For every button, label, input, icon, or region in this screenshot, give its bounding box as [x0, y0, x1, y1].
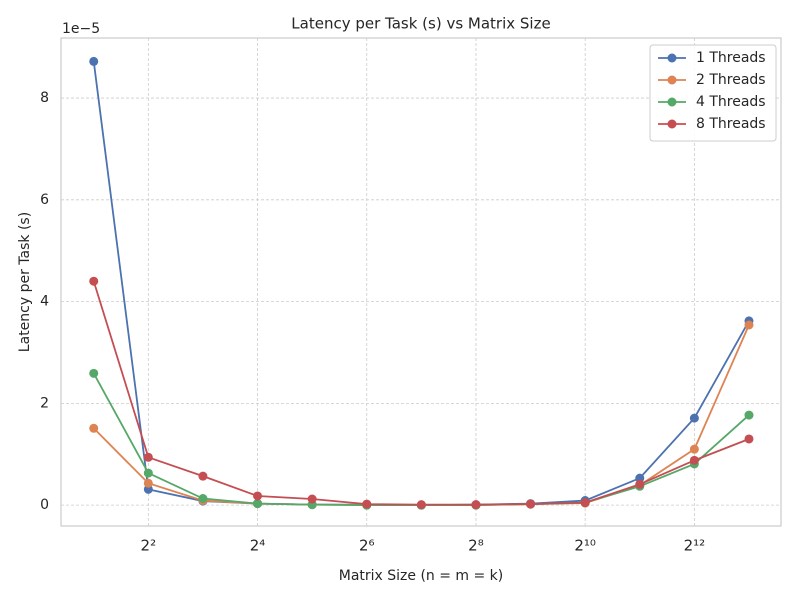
- data-point: [253, 491, 263, 501]
- data-point: [635, 479, 645, 489]
- data-point: [526, 499, 536, 509]
- legend-label: 8 Threads: [696, 116, 766, 132]
- legend-box: [649, 44, 777, 142]
- x-tick-label: 2⁶: [359, 537, 375, 555]
- data-point: [689, 455, 699, 465]
- y-axis-label: Latency per Task (s): [17, 212, 33, 352]
- x-tick-label: 2¹⁰: [574, 537, 596, 555]
- data-point: [198, 494, 208, 504]
- data-point: [253, 499, 263, 509]
- y-tick-label: 4: [40, 294, 49, 310]
- data-point: [689, 444, 699, 454]
- data-point: [744, 434, 754, 444]
- y-tick-label: 6: [40, 192, 49, 208]
- data-point: [143, 452, 153, 462]
- data-point: [143, 478, 153, 488]
- data-point: [89, 423, 99, 433]
- axes-frame: [60, 37, 782, 527]
- data-point: [744, 320, 754, 330]
- data-point: [416, 500, 426, 510]
- data-point: [143, 468, 153, 478]
- legend-label: 1 Threads: [696, 50, 766, 66]
- chart-title: Latency per Task (s) vs Matrix Size: [291, 15, 550, 33]
- legend-label: 4 Threads: [696, 94, 766, 110]
- x-tick-label: 2²: [141, 537, 157, 555]
- x-tick-label: 2¹²: [684, 537, 706, 555]
- x-axis-label: Matrix Size (n = m = k): [339, 568, 504, 584]
- y-tick-label: 8: [40, 90, 49, 106]
- legend-marker: [667, 75, 677, 85]
- y-offset-label: 1e−5: [62, 21, 100, 37]
- data-point: [689, 413, 699, 423]
- data-point: [580, 498, 590, 508]
- data-point: [198, 471, 208, 481]
- legend-label: 2 Threads: [696, 72, 766, 88]
- data-point: [744, 410, 754, 420]
- legend-marker: [667, 53, 677, 63]
- legend-marker: [667, 97, 677, 107]
- data-point: [307, 494, 317, 504]
- data-point: [89, 368, 99, 378]
- legend-marker: [667, 119, 677, 129]
- data-point: [89, 56, 99, 66]
- data-point: [89, 276, 99, 286]
- data-point: [362, 499, 372, 509]
- y-tick-label: 2: [40, 395, 49, 411]
- y-tick-label: 0: [40, 497, 49, 513]
- data-point: [471, 500, 481, 510]
- x-tick-label: 2⁸: [468, 537, 484, 555]
- x-tick-label: 2⁴: [250, 537, 266, 555]
